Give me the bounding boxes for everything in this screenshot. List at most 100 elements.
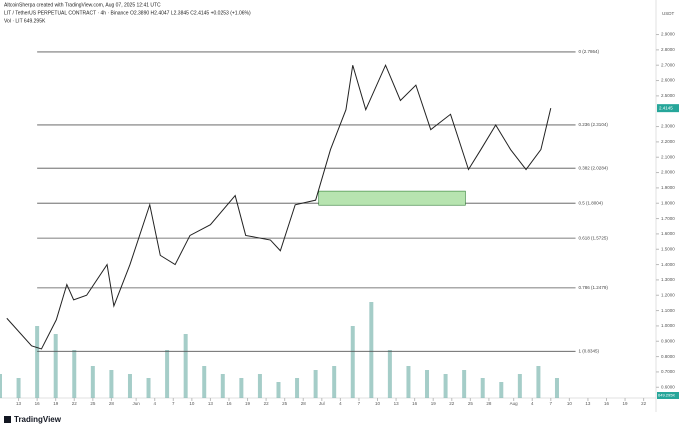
y-tick-label: 1.8000 bbox=[661, 200, 675, 205]
x-tick-label: 28 bbox=[109, 401, 115, 406]
volume-bar bbox=[332, 366, 337, 398]
x-tick-label: 19 bbox=[245, 401, 251, 406]
x-tick-label: 22 bbox=[641, 401, 647, 406]
fib-label: 0.5 (1.8004) bbox=[579, 200, 604, 205]
x-tick-label: 10 bbox=[375, 401, 381, 406]
price-tag: 2.4145 bbox=[659, 105, 673, 110]
x-tick-label: 16 bbox=[412, 401, 418, 406]
volume-bar bbox=[517, 374, 522, 398]
fib-label: 1 (0.8345) bbox=[579, 348, 600, 353]
volume-bar bbox=[387, 350, 392, 398]
x-tick-label: 16 bbox=[226, 401, 232, 406]
y-tick-label: 2.5000 bbox=[661, 93, 675, 98]
x-tick-label: 16 bbox=[604, 401, 610, 406]
x-tick-label: Jul bbox=[319, 401, 325, 406]
x-tick-label: 13 bbox=[394, 401, 400, 406]
volume-bar bbox=[406, 366, 411, 398]
x-tick-label: 19 bbox=[431, 401, 437, 406]
volume-bar bbox=[90, 366, 95, 398]
fib-label: 0.382 (2.0284) bbox=[579, 165, 609, 170]
x-tick-label: 25 bbox=[90, 401, 96, 406]
header-line: Vol · LIT 649.295K bbox=[4, 18, 46, 24]
x-tick-label: 10 bbox=[567, 401, 573, 406]
volume-bar bbox=[127, 374, 132, 398]
x-tick-label: 13 bbox=[585, 401, 591, 406]
x-tick-label: 22 bbox=[72, 401, 78, 406]
logo-mark bbox=[4, 416, 11, 423]
y-tick-label: 1.5000 bbox=[661, 246, 675, 251]
x-tick-label: 22 bbox=[449, 401, 455, 406]
x-tick-label: Jun bbox=[133, 401, 141, 406]
x-tick-label: 13 bbox=[16, 401, 22, 406]
volume-bar bbox=[276, 382, 281, 398]
x-tick-label: 22 bbox=[264, 401, 270, 406]
y-tick-label: 0.8000 bbox=[661, 354, 675, 359]
volume-bar bbox=[480, 378, 485, 398]
footer-logo: TradingView bbox=[14, 415, 62, 424]
volume-bar bbox=[53, 334, 58, 398]
header-line: LIT / TetherUS PERPETUAL CONTRACT · 4h ·… bbox=[4, 10, 251, 16]
volume-bar bbox=[313, 370, 318, 398]
volume-bar bbox=[220, 374, 225, 398]
y-tick-label: 1.1000 bbox=[661, 308, 675, 313]
x-tick-label: 7 bbox=[172, 401, 175, 406]
fib-label: 0 (2.7864) bbox=[579, 49, 600, 54]
x-tick-label: 10 bbox=[189, 401, 195, 406]
volume-bar bbox=[183, 334, 188, 398]
volume-bar bbox=[239, 378, 244, 398]
y-tick-label: 1.4000 bbox=[661, 262, 675, 267]
y-tick-label: 2.2000 bbox=[661, 139, 675, 144]
x-tick-label: Aug bbox=[510, 401, 519, 406]
y-tick-label: 2.9000 bbox=[661, 32, 675, 37]
volume-bar bbox=[35, 326, 40, 398]
volume-bar bbox=[202, 366, 207, 398]
x-tick-label: 4 bbox=[153, 401, 156, 406]
x-tick-label: 7 bbox=[550, 401, 553, 406]
x-tick-label: 19 bbox=[623, 401, 629, 406]
volume-bar bbox=[554, 378, 559, 398]
y-tick-label: 1.9000 bbox=[661, 185, 675, 190]
x-tick-label: 19 bbox=[53, 401, 59, 406]
y-tick-label: 1.3000 bbox=[661, 277, 675, 282]
currency-label: USDT bbox=[662, 11, 675, 16]
volume-bar bbox=[165, 350, 170, 398]
x-tick-label: 7 bbox=[358, 401, 361, 406]
y-tick-label: 1.2000 bbox=[661, 292, 675, 297]
volume-bar bbox=[295, 378, 300, 398]
volume-bar bbox=[350, 326, 355, 398]
volume-bar bbox=[0, 374, 2, 398]
volume-tag-bg bbox=[657, 392, 679, 399]
header-line: AltcoinSherpa created with TradingView.c… bbox=[4, 2, 161, 8]
x-tick-label: 25 bbox=[282, 401, 288, 406]
price-line bbox=[6, 63, 552, 350]
x-tick-label: 16 bbox=[35, 401, 41, 406]
fib-label: 0.236 (2.3104) bbox=[579, 122, 609, 127]
y-tick-label: 1.7000 bbox=[661, 216, 675, 221]
y-tick-label: 2.8000 bbox=[661, 47, 675, 52]
volume-bar bbox=[536, 366, 541, 398]
y-tick-label: 0.7000 bbox=[661, 369, 675, 374]
volume-bar bbox=[369, 302, 374, 398]
x-tick-label: 28 bbox=[301, 401, 307, 406]
y-tick-label: 2.7000 bbox=[661, 62, 675, 67]
volume-bar bbox=[16, 378, 21, 398]
y-tick-label: 0.9000 bbox=[661, 338, 675, 343]
volume-bar bbox=[443, 374, 448, 398]
fib-label: 0.786 (1.2479) bbox=[579, 285, 609, 290]
volume-bar bbox=[462, 370, 467, 398]
y-tick-label: 2.3000 bbox=[661, 124, 675, 129]
y-tick-label: 1.0000 bbox=[661, 323, 675, 328]
x-tick-label: 4 bbox=[531, 401, 534, 406]
volume-bar bbox=[72, 350, 77, 398]
y-tick-label: 2.1000 bbox=[661, 154, 675, 159]
y-tick-label: 2.0000 bbox=[661, 170, 675, 175]
volume-bar bbox=[425, 370, 430, 398]
zone bbox=[318, 190, 466, 206]
x-tick-label: 13 bbox=[208, 401, 214, 406]
price-tag-bg bbox=[657, 104, 679, 113]
fib-label: 0.618 (1.5725) bbox=[579, 235, 609, 240]
volume-bar bbox=[146, 378, 151, 398]
x-tick-label: 28 bbox=[486, 401, 492, 406]
